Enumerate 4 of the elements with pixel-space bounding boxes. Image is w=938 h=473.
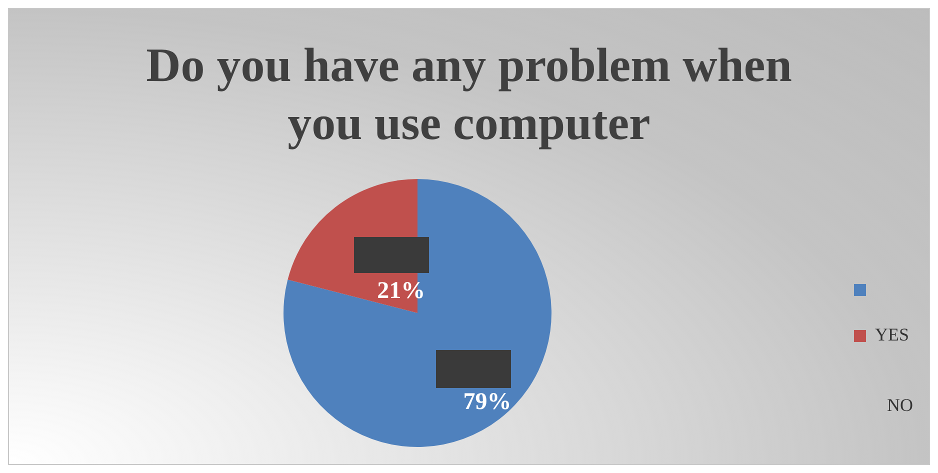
text: NO [887,395,913,416]
data-label: 79% [463,389,512,416]
legend-label: YES [874,324,910,345]
chart-title: Do you have any problem when you use computer [145,38,793,152]
